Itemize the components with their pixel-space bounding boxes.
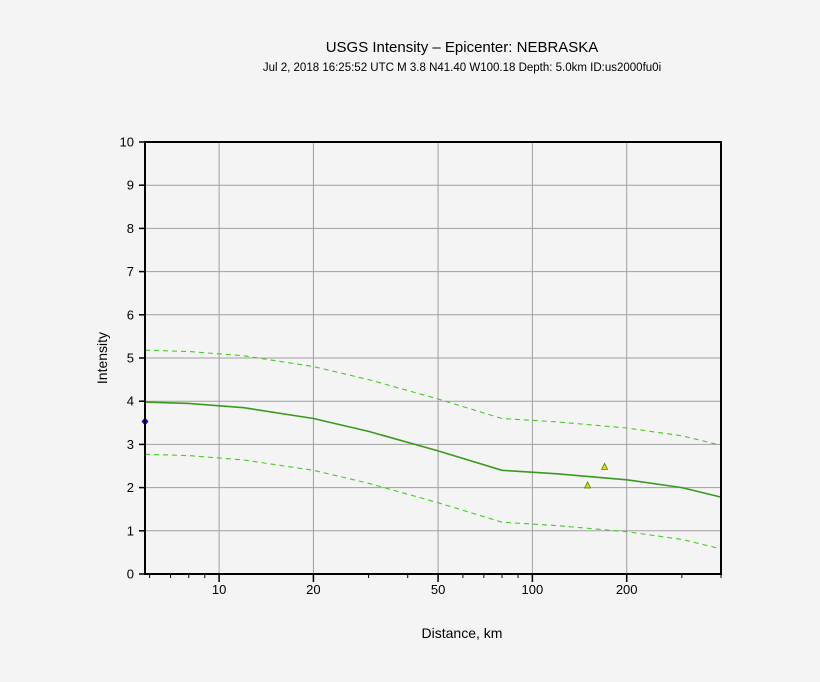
axis-ticks: 0 1 2 3 4 5 6 7 8 9 10 10 20 50 100 200 [120,135,722,597]
x-tick-label: 50 [431,582,445,597]
grid [145,141,721,575]
y-tick-label: 4 [127,394,134,409]
y-tick-label: 6 [127,307,134,322]
y-tick-label: 7 [127,264,134,279]
x-tick-label: 10 [212,582,226,597]
chart-title: USGS Intensity – Epicenter: NEBRASKA [326,39,599,56]
y-axis-label: Intensity [94,332,110,384]
observation-marker [583,481,592,489]
x-axis-label: Distance, km [422,625,503,641]
y-tick-label: 2 [127,480,134,495]
y-tick-label: 1 [127,523,134,538]
x-tick-label: 100 [522,582,544,597]
y-tick-label: 10 [120,135,134,150]
data-points [141,417,609,489]
y-tick-label: 8 [127,221,134,236]
y-tick-label: 5 [127,351,134,366]
y-tick-label: 9 [127,178,134,193]
observation-marker [600,462,609,470]
series-lines [144,349,722,550]
series-line-mean [144,401,722,498]
chart-subtitle: Jul 2, 2018 16:25:52 UTC M 3.8 N41.40 W1… [263,62,661,74]
x-tick-label: 200 [616,582,638,597]
y-tick-label: 0 [127,567,134,582]
x-tick-label: 20 [306,582,320,597]
series-line-bound [144,349,722,446]
series-line-bound [144,453,722,550]
y-tick-label: 3 [127,437,134,452]
